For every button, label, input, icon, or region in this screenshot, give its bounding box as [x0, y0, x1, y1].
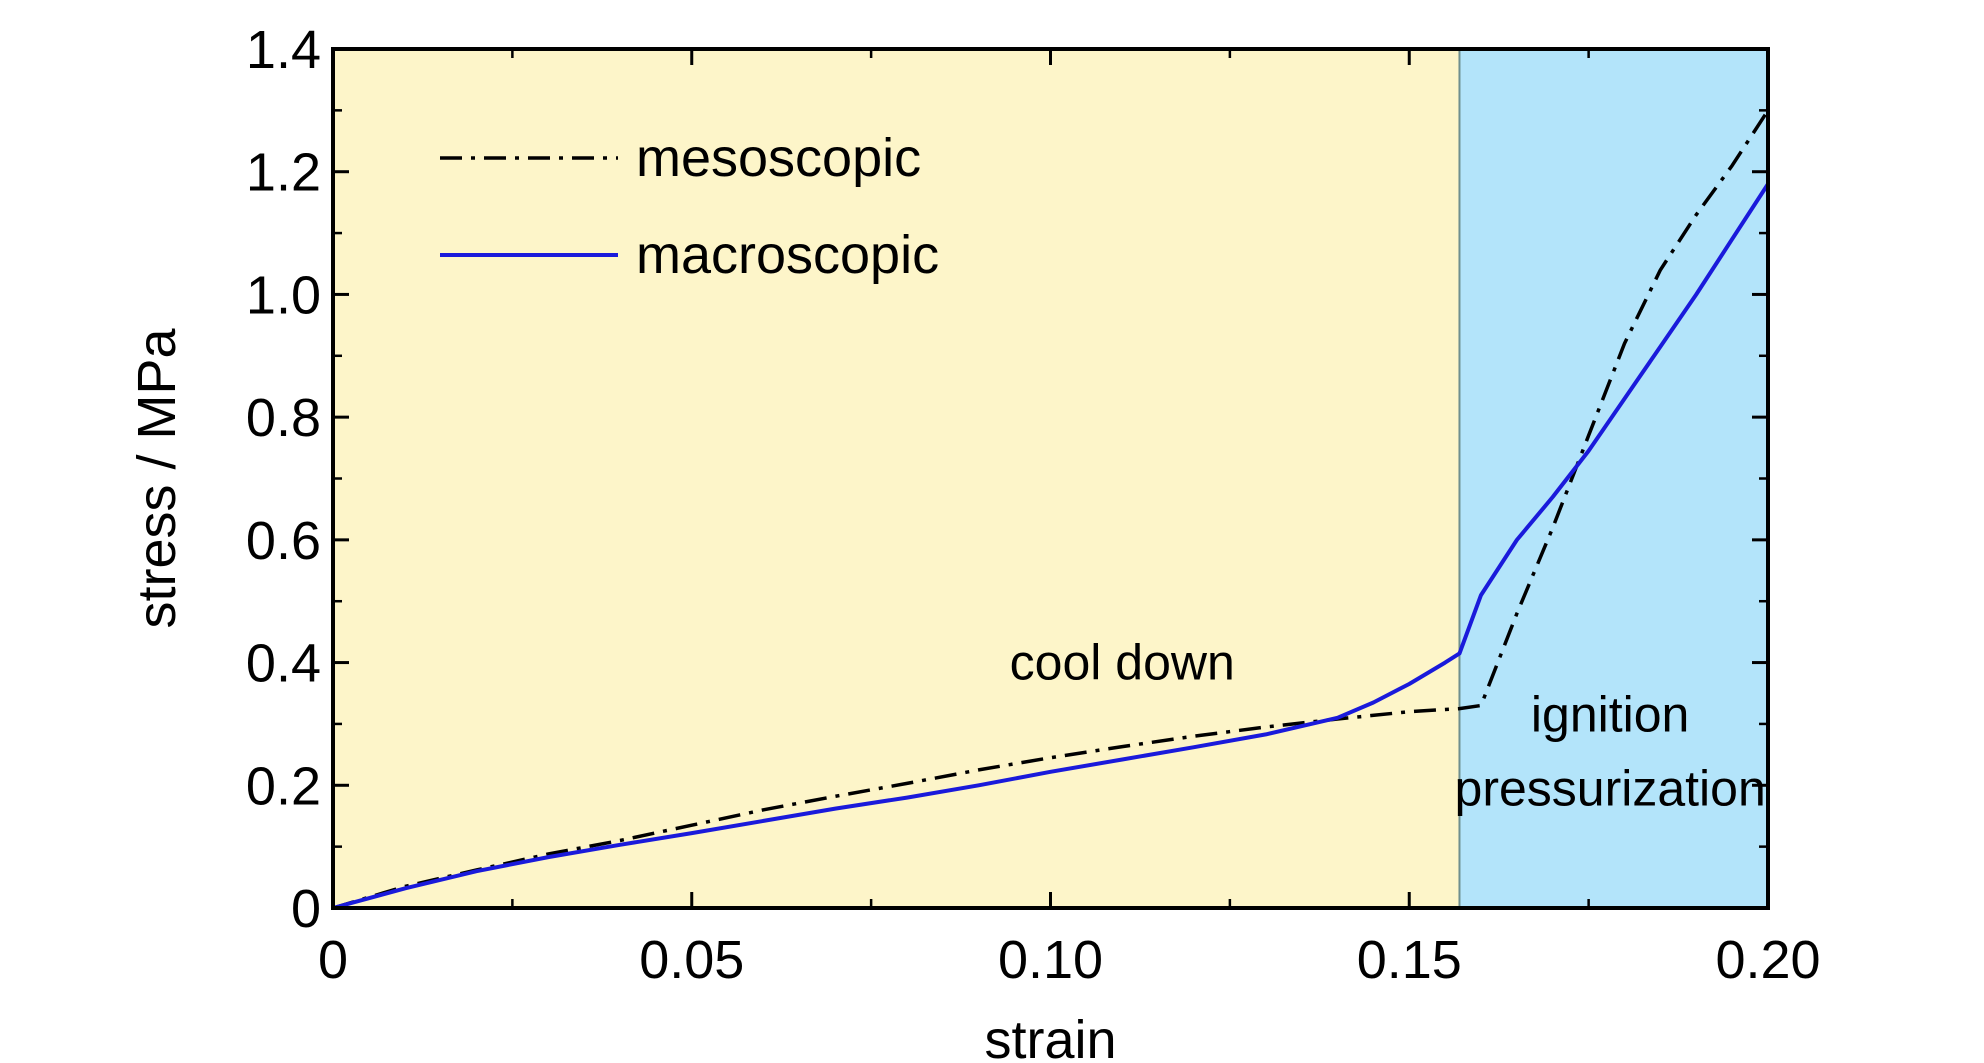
y-tick-label: 0 — [291, 879, 321, 939]
axis-tick-labels: 0 0.05 0.10 0.15 0.20 0 0.2 0.4 0.6 0.8 1.0 1.2 1.4 — [246, 20, 1821, 990]
x-tick-label: 0.15 — [1357, 930, 1462, 990]
x-axis-title: strain — [984, 1010, 1116, 1063]
y-tick-label: 1.2 — [246, 143, 321, 203]
legend-label-macroscopic: macroscopic — [636, 225, 939, 285]
region-backgrounds — [333, 49, 1768, 908]
legend-label-mesoscopic: mesoscopic — [636, 128, 921, 188]
series-line-mesoscopic — [332, 109, 1770, 910]
x-tick-label: 0.10 — [998, 930, 1103, 990]
region-1 — [1459, 49, 1768, 908]
y-tick-label: 1.0 — [246, 265, 321, 325]
annotation-pressurization: pressurization — [1455, 760, 1766, 816]
y-axis-title: stress / MPa — [127, 328, 187, 629]
legend: mesoscopic macroscopic — [440, 128, 939, 285]
axis-ticks — [331, 47, 1770, 910]
annotation-cool-down: cool down — [1010, 635, 1235, 691]
series-line-macroscopic — [332, 182, 1770, 910]
y-tick-label: 0.8 — [246, 388, 321, 448]
region-annotations: cool down ignition pressurization — [1010, 635, 1766, 817]
annotation-ignition: ignition — [1531, 687, 1689, 743]
x-tick-label: 0.20 — [1715, 930, 1820, 990]
region-0 — [333, 49, 1460, 908]
series-lines — [332, 109, 1770, 910]
y-tick-label: 1.4 — [246, 20, 321, 80]
x-tick-label: 0.05 — [639, 930, 744, 990]
y-tick-label: 0.6 — [246, 511, 321, 571]
y-tick-label: 0.2 — [246, 756, 321, 816]
x-tick-label: 0 — [318, 930, 348, 990]
y-tick-label: 0.4 — [246, 634, 321, 694]
